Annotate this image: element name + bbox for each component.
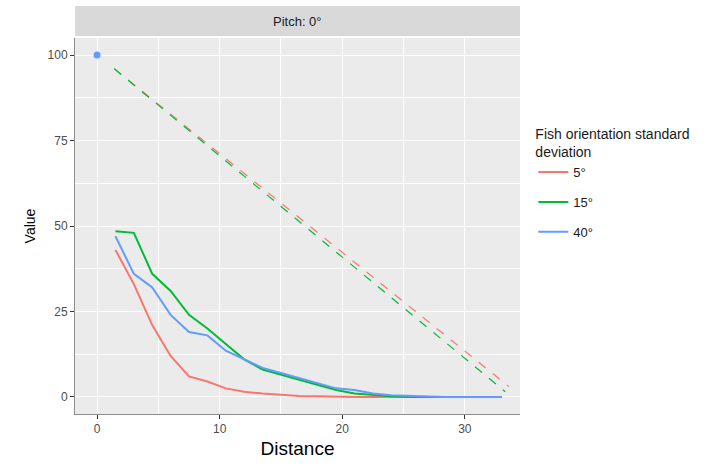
svg-text:100: 100: [48, 48, 68, 62]
svg-text:10: 10: [213, 422, 227, 436]
svg-text:20: 20: [336, 422, 350, 436]
svg-text:Fish orientation standarddevia: Fish orientation standarddeviation: [535, 126, 689, 160]
svg-text:50: 50: [54, 219, 68, 233]
svg-text:Pitch: 0°: Pitch: 0°: [273, 14, 322, 29]
svg-text:Distance: Distance: [261, 438, 335, 459]
svg-text:5°: 5°: [573, 165, 585, 180]
svg-text:15°: 15°: [573, 195, 593, 210]
svg-text:25: 25: [54, 305, 68, 319]
svg-text:0: 0: [94, 422, 101, 436]
svg-text:30: 30: [458, 422, 472, 436]
svg-text:0: 0: [61, 390, 68, 404]
svg-text:Value: Value: [22, 208, 38, 243]
svg-text:75: 75: [54, 134, 68, 148]
svg-text:40°: 40°: [573, 225, 593, 240]
